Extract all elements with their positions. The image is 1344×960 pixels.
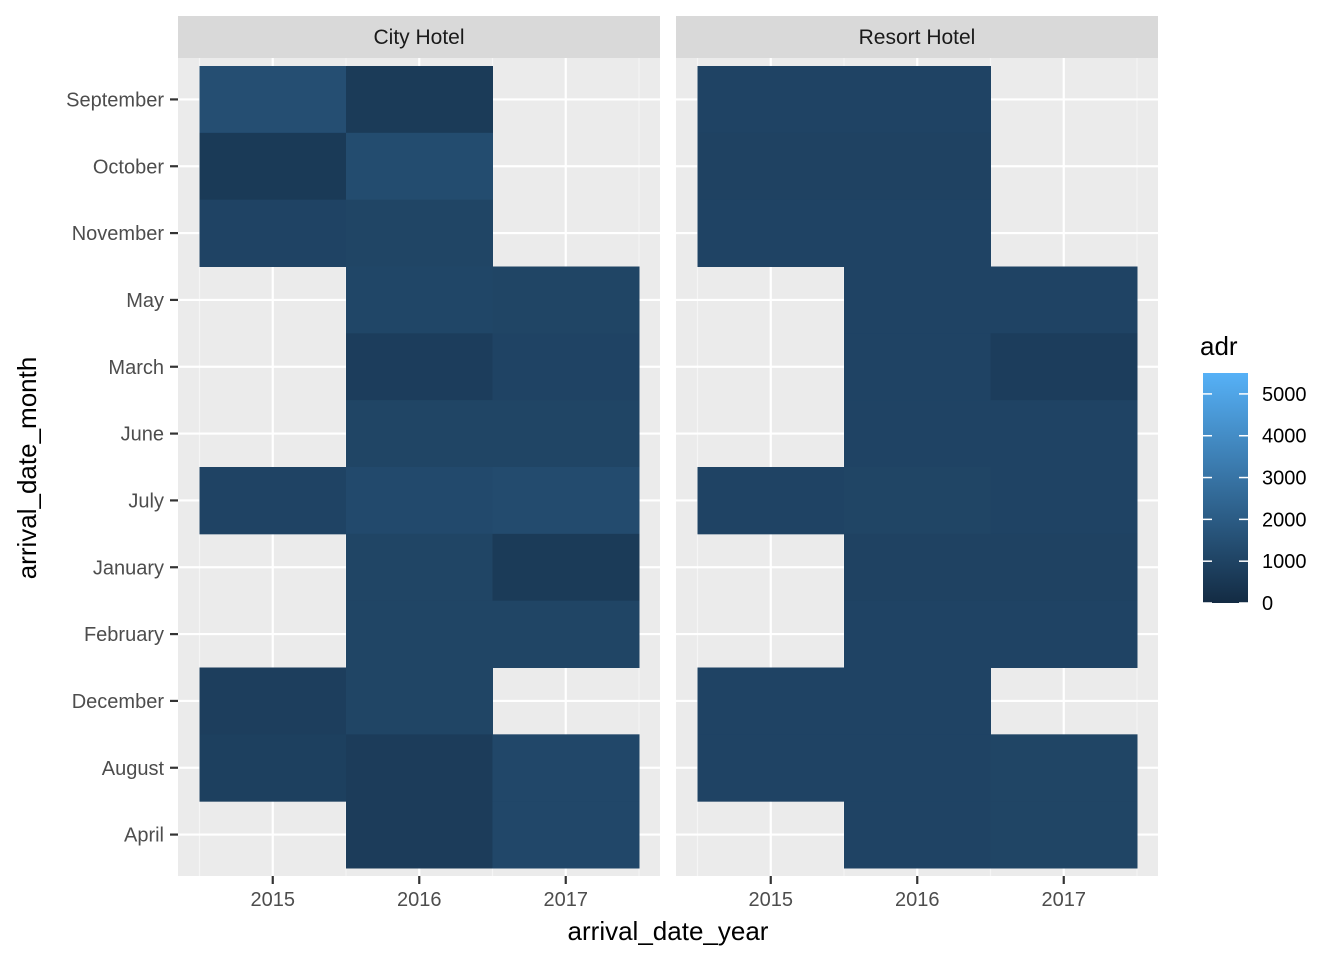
legend-tick-label: 5000	[1262, 384, 1307, 406]
heatmap-tile	[990, 467, 1138, 535]
y-tick-label: July	[128, 490, 164, 512]
heatmap-tile	[199, 467, 347, 535]
heatmap-tile	[199, 132, 347, 201]
y-tick-label: September	[66, 89, 164, 111]
x-tick-label: 2017	[1042, 889, 1087, 911]
heatmap-tile	[346, 400, 493, 468]
facet-panel: City Hotel	[178, 16, 660, 876]
heatmap-tile	[492, 801, 640, 869]
heatmap-tile	[844, 333, 991, 401]
y-tick-label: November	[72, 223, 165, 245]
heatmap-tile	[492, 467, 640, 535]
y-tick-label: March	[108, 357, 164, 379]
heatmap-tile	[492, 333, 640, 401]
heatmap-tile	[492, 734, 640, 802]
heatmap-tile	[346, 533, 493, 602]
heatmap-tile	[492, 600, 640, 668]
heatmap-tile	[844, 600, 991, 668]
heatmap-tile	[844, 533, 991, 602]
legend-tick-label: 4000	[1262, 426, 1307, 448]
heatmap-tile	[844, 400, 991, 468]
facet-strip	[676, 16, 1158, 58]
heatmap-tile	[199, 734, 347, 802]
heatmap-tile	[844, 667, 991, 735]
heatmap-tile	[346, 801, 493, 869]
heatmap-tile	[990, 533, 1138, 602]
heatmap-tile	[697, 199, 845, 267]
heatmap-tile	[492, 266, 640, 334]
heatmap-tile	[346, 199, 493, 267]
legend-tick-label: 2000	[1262, 509, 1307, 531]
heatmap-tile	[990, 400, 1138, 468]
facet-strip	[178, 16, 660, 58]
x-axis: 2015 2016 2017 2015 2016 2017	[251, 876, 1087, 911]
heatmap-tile	[346, 266, 493, 334]
heatmap-tile	[346, 734, 493, 802]
heatmap-tile	[844, 801, 991, 869]
heatmap-tile	[346, 132, 493, 201]
heatmap-tile	[346, 467, 493, 535]
legend-ticks: 0 1000 2000 3000 4000 5000	[1203, 384, 1307, 615]
y-axis-title: arrival_date_month	[12, 357, 42, 580]
x-tick-label: 2015	[251, 889, 296, 911]
y-tick-label: August	[102, 758, 165, 780]
facet-panels: City Hotel Resort Hotel	[178, 16, 1158, 876]
y-axis: September October November May March June July…	[66, 89, 178, 847]
heatmap-tile	[844, 132, 991, 201]
x-tick-label: 2016	[397, 889, 442, 911]
heatmap-tile	[844, 199, 991, 267]
heatmap-tile	[990, 734, 1138, 802]
heatmap-tile	[697, 132, 845, 201]
y-tick-label: December	[72, 691, 165, 713]
heatmap-tile	[990, 333, 1138, 401]
heatmap-tile	[199, 667, 347, 735]
heatmap-tile	[697, 734, 845, 802]
y-tick-label: October	[93, 156, 164, 178]
y-tick-label: January	[93, 557, 164, 579]
heatmap-tile	[199, 66, 347, 134]
legend-tick-label: 3000	[1262, 468, 1307, 490]
heatmap-tile	[346, 667, 493, 735]
heatmap-tile	[697, 667, 845, 735]
heatmap-tile	[844, 66, 991, 134]
heatmap-tile	[697, 66, 845, 134]
heatmap-tile	[199, 199, 347, 267]
heatmap-tile	[492, 533, 640, 602]
y-tick-label: February	[84, 624, 164, 646]
y-tick-label: April	[124, 825, 164, 847]
facet-label: Resort Hotel	[859, 26, 976, 49]
heatmap-tile	[346, 333, 493, 401]
facet-panel: Resort Hotel	[676, 16, 1158, 876]
legend-colorbar	[1203, 373, 1248, 603]
y-tick-label: May	[126, 290, 164, 312]
x-tick-label: 2017	[544, 889, 589, 911]
heatmap-tile	[844, 467, 991, 535]
heatmap-tile	[346, 600, 493, 668]
legend-tick-label: 1000	[1262, 551, 1307, 573]
legend: adr 0 1000 2000 3000 4000 5000	[1200, 331, 1307, 615]
heatmap-tile	[990, 600, 1138, 668]
x-axis-title: arrival_date_year	[568, 916, 769, 946]
heatmap-tile	[990, 801, 1138, 869]
heatmap-tile	[844, 266, 991, 334]
legend-title: adr	[1200, 331, 1238, 361]
x-tick-label: 2016	[895, 889, 940, 911]
heatmap-tile	[990, 266, 1138, 334]
y-tick-label: June	[121, 424, 164, 446]
heatmap-tile	[844, 734, 991, 802]
legend-tick-label: 0	[1262, 593, 1273, 615]
heatmap-tile	[492, 400, 640, 468]
x-tick-label: 2015	[749, 889, 794, 911]
heatmap-tile	[346, 66, 493, 134]
facet-label: City Hotel	[373, 26, 464, 49]
heatmap-tile	[697, 467, 845, 535]
